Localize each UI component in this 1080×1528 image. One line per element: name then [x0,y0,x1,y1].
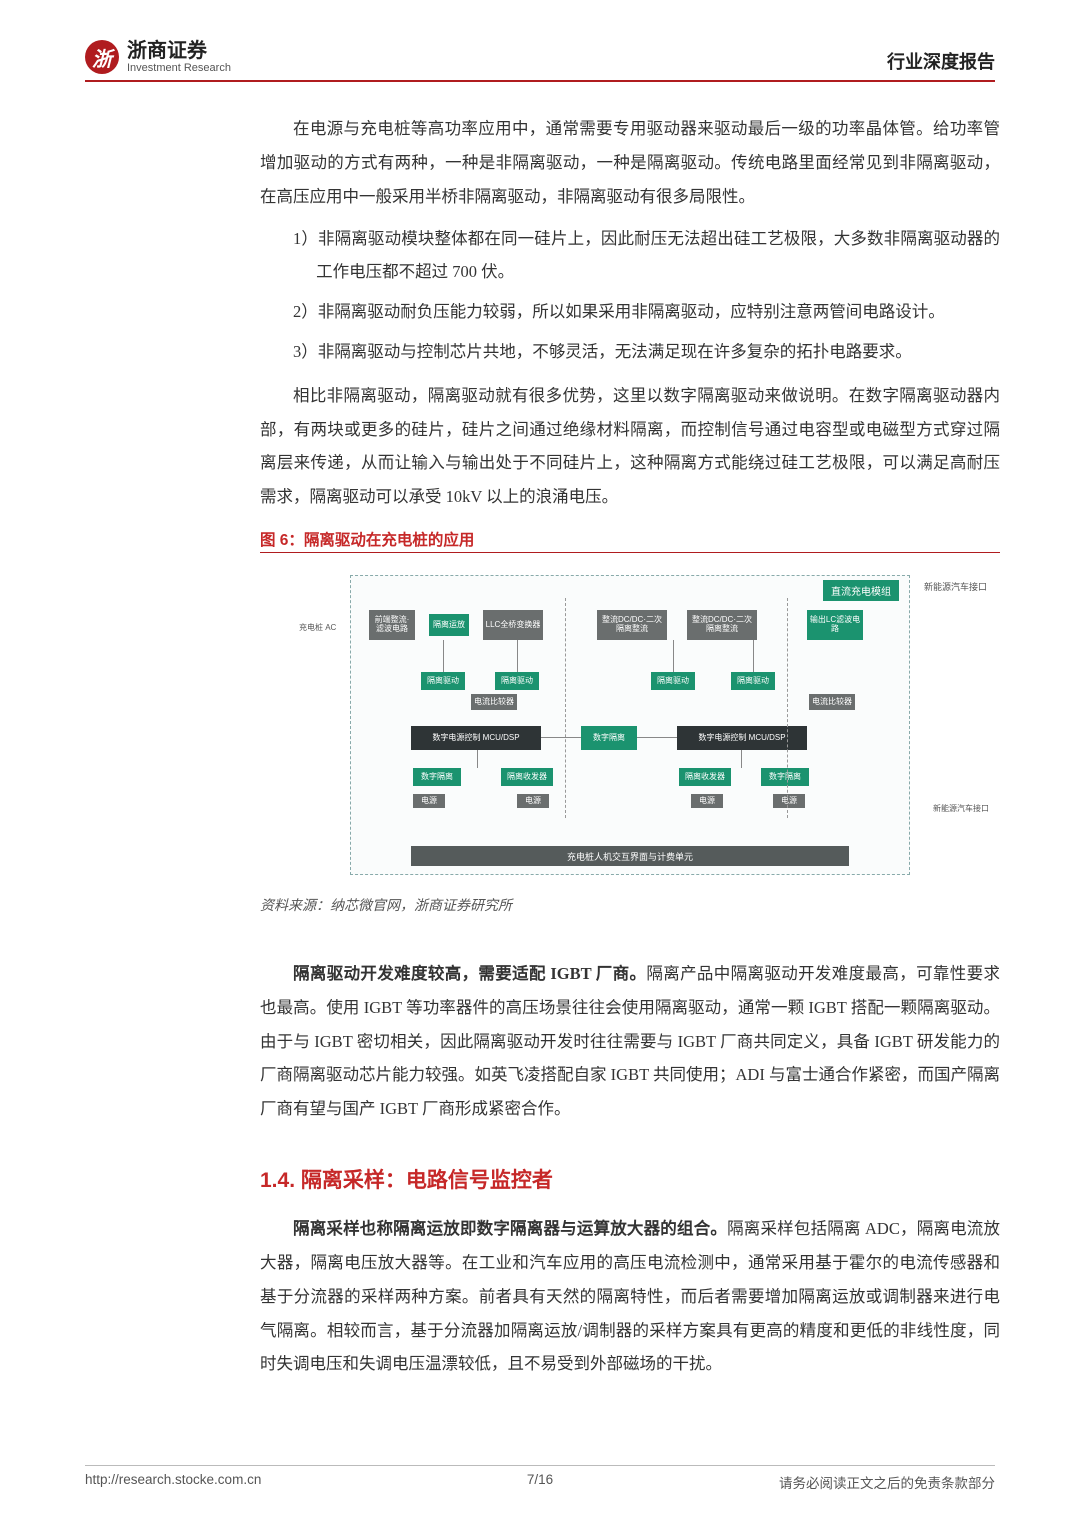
box-p3: 电源 [691,794,723,808]
report-type: 行业深度报告 [887,48,995,74]
box-llc: LLC全桥变换器 [483,610,543,640]
p3-bold: 隔离驱动开发难度较高，需要适配 IGBT 厂商。 [293,964,646,983]
box-niso4: 数字隔离 [761,768,809,786]
box-niso1: 数字隔离 [413,768,461,786]
p4-rest: 隔离采样包括隔离 ADC，隔离电流放大器，隔离电压放大器等。在工业和汽车应用的高… [260,1219,1000,1373]
logo: 浙 浙商证券 Investment Research [85,40,231,74]
diagram-module-title: 直流充电模组 [823,580,899,601]
figure-6: 直流充电模组 新能源汽车接口 充电桩 AC 前端整流·滤波电路 隔离运放 LLC… [260,565,1000,885]
page-header: 浙 浙商证券 Investment Research 行业深度报告 [85,40,995,82]
box-iso: 数字隔离 [581,726,637,750]
diagram-right-port: 新能源汽车接口 [924,580,987,593]
box-drv3: 隔离驱动 [651,672,695,690]
box-rectifier: 前端整流·滤波电路 [369,610,415,640]
arrow [753,640,754,672]
logo-icon: 浙 [85,40,119,74]
box-dcdc2: 整流DC/DC·二次隔离整流 [687,610,757,640]
box-drv1: 隔离驱动 [421,672,465,690]
diagram-left-label: 充电桩 AC [299,622,336,633]
arrow [477,750,478,768]
box-p2: 电源 [517,794,549,808]
figure-source: 资料来源：纳芯微官网，浙商证券研究所 [260,895,1000,915]
figure-title: 图 6：隔离驱动在充电桩的应用 [260,528,1000,550]
footer-url: http://research.stocke.com.cn [85,1472,261,1492]
logo-cn: 浙商证券 [127,40,231,62]
list-item-3: 3）非隔离驱动与控制芯片共地，不够灵活，无法满足现在许多复杂的拓扑电路要求。 [260,335,1000,369]
footer-page: 7/16 [527,1472,553,1487]
paragraph-2: 相比非隔离驱动，隔离驱动就有很多优势，这里以数字隔离驱动来做说明。在数字隔离驱动… [260,379,1000,514]
arrow [741,750,742,768]
arrow [637,737,677,738]
arrow [443,640,444,672]
diagram-sep1 [565,598,566,818]
box-iso-amp: 隔离运放 [429,614,469,636]
box-drv2: 隔离驱动 [495,672,539,690]
logo-en: Investment Research [127,62,231,74]
section-1-4-heading: 1.4. 隔离采样：电路信号监控者 [260,1164,1000,1194]
list-item-1: 1）非隔离驱动模块整体都在同一硅片上，因此耐压无法超出硅工艺极限，大多数非隔离驱… [260,222,1000,290]
page-footer: http://research.stocke.com.cn 7/16 请务必阅读… [85,1465,995,1492]
box-mcu1: 数字电源控制 MCU/DSP [411,726,541,750]
paragraph-3: 隔离驱动开发难度较高，需要适配 IGBT 厂商。隔离产品中隔离驱动开发难度最高，… [260,957,1000,1126]
arrow [673,640,674,672]
figure-rule [260,552,1000,553]
box-p4: 电源 [773,794,805,808]
box-niso3: 隔离收发器 [679,768,731,786]
p4-bold: 隔离采样也称隔离运放即数字隔离器与运算放大器的组合。 [293,1219,727,1238]
footer-note: 请务必阅读正文之后的免责条款部分 [779,1472,995,1492]
box-drv4: 隔离驱动 [731,672,775,690]
arrow [541,737,581,738]
numbered-list: 1）非隔离驱动模块整体都在同一硅片上，因此耐压无法超出硅工艺极限，大多数非隔离驱… [260,222,1000,369]
diagram-right-port2: 新能源汽车接口 [933,803,989,814]
box-sense2: 电流比较器 [809,694,855,710]
box-niso2: 隔离收发器 [501,768,553,786]
paragraph-4: 隔离采样也称隔离运放即数字隔离器与运算放大器的组合。隔离采样包括隔离 ADC，隔… [260,1212,1000,1381]
list-item-2: 2）非隔离驱动耐负压能力较弱，所以如果采用非隔离驱动，应特别注意两管间电路设计。 [260,295,1000,329]
box-p1: 电源 [413,794,445,808]
diagram-bottom-bar: 充电桩人机交互界面与计费单元 [411,846,849,866]
box-dcdc1: 整流DC/DC·二次隔离整流 [597,610,667,640]
body-content: 在电源与充电桩等高功率应用中，通常需要专用驱动器来驱动最后一级的功率晶体管。给功… [260,112,1000,1381]
arrow [517,640,518,672]
paragraph-1: 在电源与充电桩等高功率应用中，通常需要专用驱动器来驱动最后一级的功率晶体管。给功… [260,112,1000,213]
box-lc-out: 输出LC滤波电路 [807,610,863,640]
p3-rest: 隔离产品中隔离驱动开发难度最高，可靠性要求也最高。使用 IGBT 等功率器件的高… [260,964,1000,1118]
diagram-sep2 [787,598,788,818]
box-sense1: 电流比较器 [471,694,517,710]
diagram-isolated-driver: 直流充电模组 新能源汽车接口 充电桩 AC 前端整流·滤波电路 隔离运放 LLC… [350,575,910,875]
